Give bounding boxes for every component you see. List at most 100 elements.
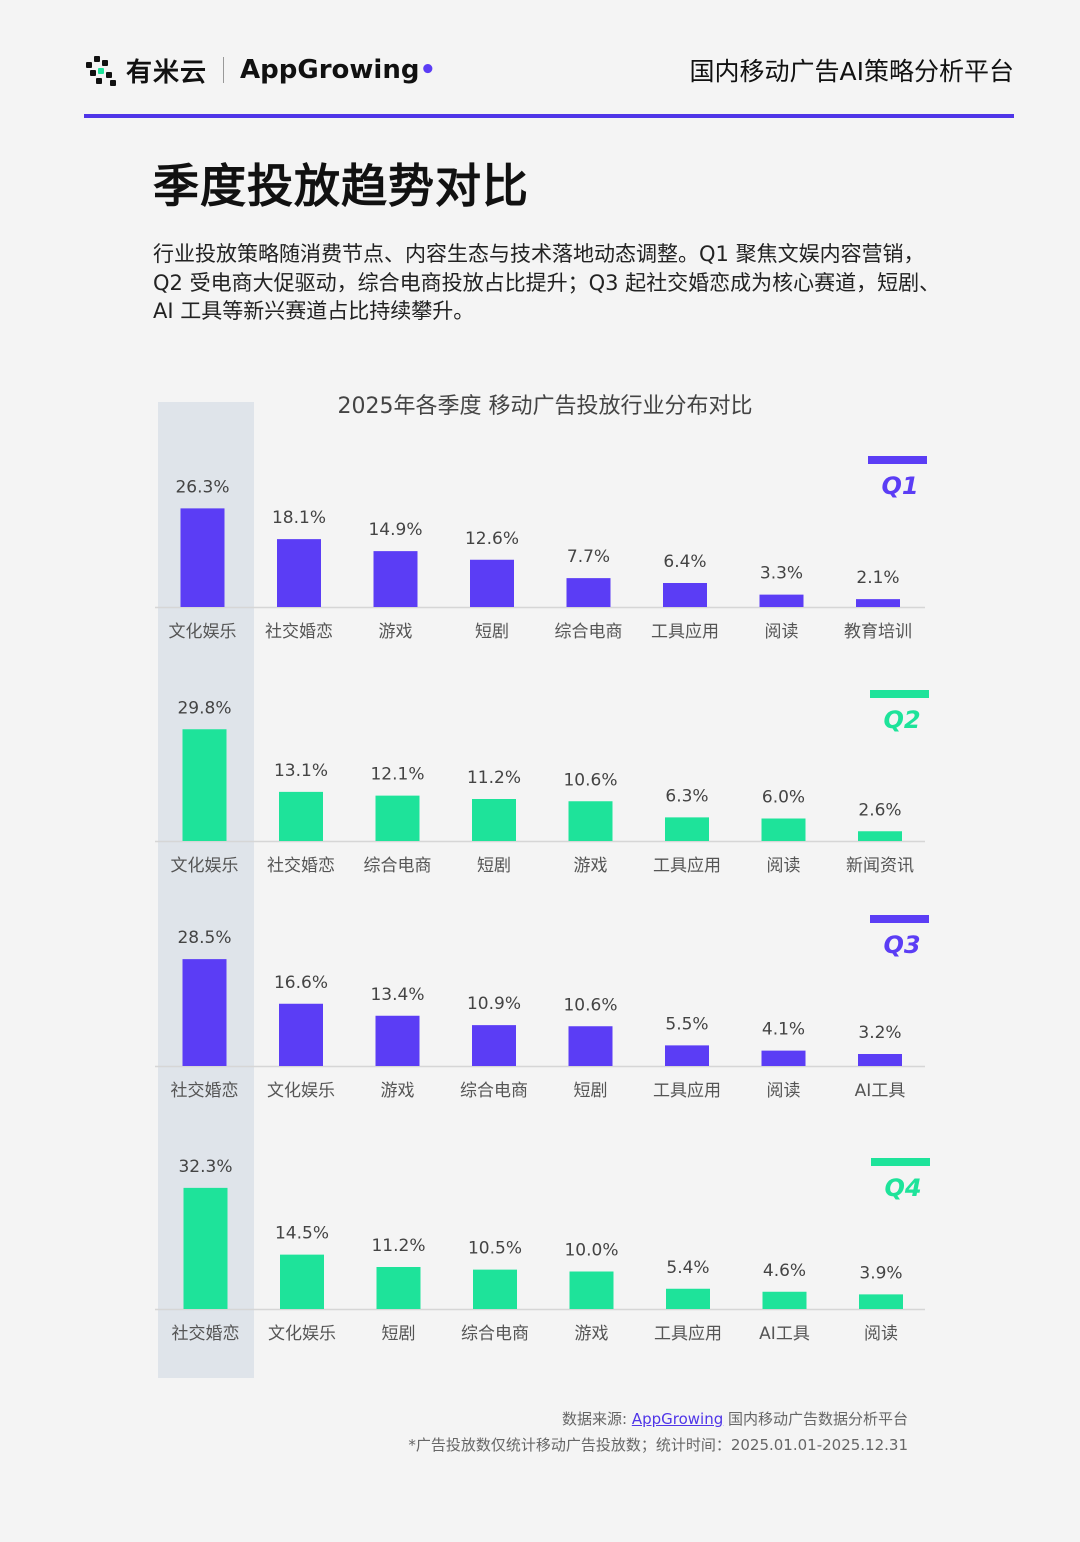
value-label-q1-1: 26.3% bbox=[175, 477, 229, 497]
value-label-q2-2: 13.1% bbox=[274, 761, 328, 781]
category-label-q2-8: 新闻资讯 bbox=[846, 856, 914, 876]
category-label-q3-2: 文化娱乐 bbox=[267, 1081, 335, 1101]
category-label-q2-5: 游戏 bbox=[574, 856, 608, 876]
bar-q2-7 bbox=[761, 818, 806, 841]
category-label-q4-3: 短剧 bbox=[382, 1324, 416, 1344]
quarter-label-q1: Q1 bbox=[881, 472, 918, 500]
logo-divider bbox=[223, 57, 225, 83]
quarter-label-q3: Q3 bbox=[883, 931, 920, 959]
logo-appgrowing-text: AppGrowing• bbox=[240, 55, 437, 85]
page-title: 季度投放趋势对比 bbox=[153, 159, 529, 213]
category-label-q2-1: 文化娱乐 bbox=[171, 856, 239, 876]
value-label-q4-5: 10.0% bbox=[564, 1241, 618, 1261]
value-label-q4-4: 10.5% bbox=[468, 1239, 522, 1259]
quarter-label-q4: Q4 bbox=[884, 1174, 921, 1202]
header: 有米云 AppGrowing• 国内移动广告AI策略分析平台 bbox=[84, 48, 1014, 92]
value-label-q1-2: 18.1% bbox=[272, 508, 326, 528]
category-label-q2-3: 综合电商 bbox=[364, 856, 432, 876]
bar-q1-7 bbox=[759, 594, 804, 607]
bar-q2-3 bbox=[375, 795, 420, 841]
category-label-q1-7: 阅读 bbox=[765, 622, 799, 642]
value-label-q4-6: 5.4% bbox=[666, 1258, 709, 1278]
platform-name: 国内移动广告AI策略分析平台 bbox=[689, 57, 1014, 86]
category-label-q1-8: 教育培训 bbox=[844, 622, 912, 642]
value-label-q2-7: 6.0% bbox=[762, 788, 805, 808]
value-label-q2-8: 2.6% bbox=[858, 800, 901, 820]
value-label-q1-8: 2.1% bbox=[856, 568, 899, 588]
source-link[interactable]: AppGrowing bbox=[631, 1410, 724, 1428]
quarter-badge-bar-q4 bbox=[871, 1158, 930, 1166]
footnote: *广告投放数仅统计移动广告投放数；统计时间：2025.01.01-2025.12… bbox=[408, 1436, 908, 1454]
bar-q1-4 bbox=[470, 559, 514, 607]
value-label-q1-5: 7.7% bbox=[567, 547, 610, 567]
bar-q2-4 bbox=[472, 799, 516, 841]
value-label-q3-5: 10.6% bbox=[563, 995, 617, 1015]
bar-q4-5 bbox=[569, 1271, 614, 1309]
brand-logo[interactable]: 有米云 AppGrowing• bbox=[84, 48, 436, 92]
value-label-q3-8: 3.2% bbox=[858, 1023, 901, 1043]
chart-title: 2025年各季度 移动广告投放行业分布对比 bbox=[337, 394, 753, 419]
value-label-q1-7: 3.3% bbox=[760, 564, 803, 584]
quarter-badge-bar-q1 bbox=[868, 456, 927, 464]
category-label-q3-4: 综合电商 bbox=[460, 1081, 528, 1101]
category-label-q1-5: 综合电商 bbox=[555, 622, 623, 642]
bar-q1-3 bbox=[373, 551, 418, 607]
intro-paragraph: 行业投放策略随消费节点、内容生态与技术落地动态调整。Q1 聚焦文娱内容营销，Q2… bbox=[153, 242, 941, 323]
bar-q2-1 bbox=[182, 729, 227, 841]
value-label-q2-5: 10.6% bbox=[563, 770, 617, 790]
bar-q3-5 bbox=[568, 1026, 613, 1066]
value-label-q2-3: 12.1% bbox=[370, 765, 424, 785]
logo-youmi-text: 有米云 bbox=[126, 57, 208, 88]
category-label-q2-2: 社交婚恋 bbox=[267, 855, 335, 876]
category-label-q3-8: AI工具 bbox=[855, 1081, 906, 1101]
bar-q4-3 bbox=[376, 1267, 421, 1309]
category-label-q3-1: 社交婚恋 bbox=[171, 1080, 239, 1101]
value-label-q3-2: 16.6% bbox=[274, 973, 328, 993]
category-label-q4-1: 社交婚恋 bbox=[172, 1323, 240, 1344]
category-label-q4-7: AI工具 bbox=[759, 1324, 810, 1344]
bar-q1-5 bbox=[566, 578, 611, 607]
category-label-q3-7: 阅读 bbox=[767, 1081, 801, 1101]
header-rule bbox=[84, 114, 1014, 118]
category-label-q3-6: 工具应用 bbox=[653, 1081, 721, 1101]
value-label-q1-6: 6.4% bbox=[663, 552, 706, 572]
value-label-q4-3: 11.2% bbox=[371, 1236, 425, 1256]
category-label-q4-2: 文化娱乐 bbox=[268, 1324, 336, 1344]
value-label-q3-6: 5.5% bbox=[665, 1014, 708, 1034]
value-label-q4-1: 32.3% bbox=[178, 1157, 232, 1177]
value-label-q1-3: 14.9% bbox=[368, 520, 422, 540]
bar-q3-7 bbox=[761, 1050, 806, 1066]
bar-q2-5 bbox=[568, 801, 613, 841]
bar-q1-8 bbox=[856, 599, 900, 607]
value-label-q4-2: 14.5% bbox=[275, 1224, 329, 1244]
bar-q3-2 bbox=[279, 1003, 323, 1066]
value-label-q3-1: 28.5% bbox=[177, 928, 231, 948]
category-label-q4-6: 工具应用 bbox=[654, 1324, 722, 1344]
category-label-q1-6: 工具应用 bbox=[651, 622, 719, 642]
bar-q3-4 bbox=[472, 1025, 516, 1066]
bar-q1-6 bbox=[663, 583, 707, 607]
category-label-q3-3: 游戏 bbox=[381, 1081, 415, 1101]
quarter-label-q2: Q2 bbox=[883, 706, 920, 734]
bar-q1-2 bbox=[277, 539, 321, 607]
youmi-logo-icon bbox=[84, 52, 120, 88]
category-label-q2-7: 阅读 bbox=[767, 856, 801, 876]
category-label-q1-3: 游戏 bbox=[379, 622, 413, 642]
value-label-q2-6: 6.3% bbox=[665, 786, 708, 806]
bar-q2-2 bbox=[279, 791, 323, 841]
bar-q4-6 bbox=[666, 1288, 710, 1309]
value-label-q1-4: 12.6% bbox=[465, 529, 519, 549]
category-label-q1-4: 短剧 bbox=[475, 622, 509, 642]
bar-q3-1 bbox=[182, 959, 227, 1066]
bar-q3-8 bbox=[858, 1054, 902, 1066]
bar-q4-8 bbox=[859, 1294, 903, 1309]
bar-q3-6 bbox=[665, 1045, 709, 1066]
value-label-q3-7: 4.1% bbox=[762, 1020, 805, 1040]
category-label-q4-4: 综合电商 bbox=[461, 1324, 529, 1344]
value-label-q2-1: 29.8% bbox=[177, 698, 231, 718]
value-label-q3-4: 10.9% bbox=[467, 994, 521, 1014]
category-label-q4-5: 游戏 bbox=[575, 1324, 609, 1344]
data-source: 数据来源: AppGrowing 国内移动广告数据分析平台 bbox=[561, 1410, 908, 1428]
bar-q1-1 bbox=[180, 508, 225, 607]
